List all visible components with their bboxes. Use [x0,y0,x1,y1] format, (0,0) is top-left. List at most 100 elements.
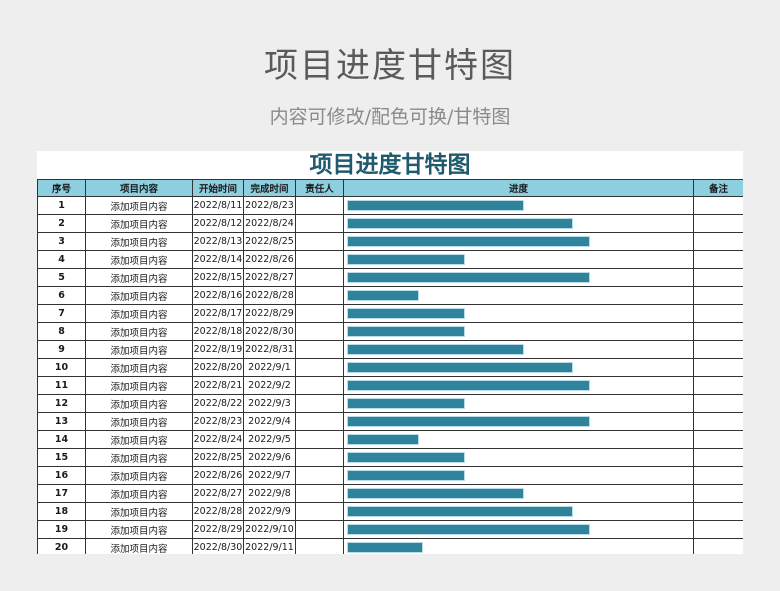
cell-owner[interactable] [295,250,344,269]
cell-owner[interactable] [295,322,344,341]
cell-end-date[interactable]: 2022/8/28 [243,286,296,305]
cell-start-date[interactable]: 2022/8/22 [192,394,244,413]
cell-no[interactable]: 1 [37,196,86,215]
cell-content[interactable]: 添加项目内容 [85,466,193,485]
cell-no[interactable]: 4 [37,250,86,269]
cell-progress[interactable] [343,358,694,377]
cell-no[interactable]: 5 [37,268,86,287]
cell-start-date[interactable]: 2022/8/25 [192,448,244,467]
cell-content[interactable]: 添加项目内容 [85,196,193,215]
cell-owner[interactable] [295,214,344,233]
cell-owner[interactable] [295,520,344,539]
cell-note[interactable] [693,268,743,287]
cell-note[interactable] [693,340,743,359]
cell-content[interactable]: 添加项目内容 [85,304,193,323]
cell-progress[interactable] [343,376,694,395]
cell-note[interactable] [693,358,743,377]
cell-progress[interactable] [343,340,694,359]
cell-note[interactable] [693,286,743,305]
cell-note[interactable] [693,484,743,503]
cell-owner[interactable] [295,304,344,323]
cell-no[interactable]: 8 [37,322,86,341]
cell-content[interactable]: 添加项目内容 [85,502,193,521]
cell-progress[interactable] [343,502,694,521]
cell-no[interactable]: 14 [37,430,86,449]
cell-end-date[interactable]: 2022/9/11 [243,538,296,554]
cell-note[interactable] [693,214,743,233]
cell-start-date[interactable]: 2022/8/14 [192,250,244,269]
cell-progress[interactable] [343,412,694,431]
cell-progress[interactable] [343,484,694,503]
cell-note[interactable] [693,196,743,215]
cell-progress[interactable] [343,322,694,341]
cell-end-date[interactable]: 2022/8/25 [243,232,296,251]
cell-end-date[interactable]: 2022/9/1 [243,358,296,377]
cell-end-date[interactable]: 2022/8/30 [243,322,296,341]
cell-progress[interactable] [343,538,694,554]
cell-owner[interactable] [295,412,344,431]
cell-no[interactable]: 16 [37,466,86,485]
cell-owner[interactable] [295,340,344,359]
cell-owner[interactable] [295,376,344,395]
cell-no[interactable]: 3 [37,232,86,251]
cell-end-date[interactable]: 2022/9/8 [243,484,296,503]
cell-end-date[interactable]: 2022/9/4 [243,412,296,431]
cell-content[interactable]: 添加项目内容 [85,250,193,269]
cell-note[interactable] [693,430,743,449]
cell-note[interactable] [693,412,743,431]
cell-no[interactable]: 15 [37,448,86,467]
cell-owner[interactable] [295,430,344,449]
cell-no[interactable]: 13 [37,412,86,431]
cell-start-date[interactable]: 2022/8/12 [192,214,244,233]
cell-progress[interactable] [343,430,694,449]
cell-end-date[interactable]: 2022/9/5 [243,430,296,449]
cell-note[interactable] [693,322,743,341]
cell-progress[interactable] [343,304,694,323]
cell-progress[interactable] [343,268,694,287]
cell-end-date[interactable]: 2022/8/31 [243,340,296,359]
cell-start-date[interactable]: 2022/8/11 [192,196,244,215]
cell-start-date[interactable]: 2022/8/27 [192,484,244,503]
cell-end-date[interactable]: 2022/9/3 [243,394,296,413]
cell-end-date[interactable]: 2022/8/23 [243,196,296,215]
cell-start-date[interactable]: 2022/8/18 [192,322,244,341]
cell-no[interactable]: 18 [37,502,86,521]
cell-owner[interactable] [295,286,344,305]
cell-owner[interactable] [295,538,344,554]
cell-content[interactable]: 添加项目内容 [85,394,193,413]
cell-end-date[interactable]: 2022/8/29 [243,304,296,323]
cell-no[interactable]: 17 [37,484,86,503]
cell-content[interactable]: 添加项目内容 [85,286,193,305]
cell-end-date[interactable]: 2022/9/7 [243,466,296,485]
cell-progress[interactable] [343,466,694,485]
cell-note[interactable] [693,232,743,251]
cell-progress[interactable] [343,214,694,233]
cell-end-date[interactable]: 2022/9/2 [243,376,296,395]
cell-start-date[interactable]: 2022/8/29 [192,520,244,539]
cell-progress[interactable] [343,286,694,305]
cell-content[interactable]: 添加项目内容 [85,232,193,251]
cell-start-date[interactable]: 2022/8/30 [192,538,244,554]
cell-content[interactable]: 添加项目内容 [85,538,193,554]
cell-start-date[interactable]: 2022/8/24 [192,430,244,449]
cell-no[interactable]: 7 [37,304,86,323]
cell-progress[interactable] [343,196,694,215]
cell-progress[interactable] [343,394,694,413]
cell-start-date[interactable]: 2022/8/28 [192,502,244,521]
cell-start-date[interactable]: 2022/8/16 [192,286,244,305]
cell-owner[interactable] [295,484,344,503]
cell-owner[interactable] [295,196,344,215]
cell-content[interactable]: 添加项目内容 [85,376,193,395]
cell-owner[interactable] [295,466,344,485]
cell-owner[interactable] [295,232,344,251]
cell-no[interactable]: 20 [37,538,86,554]
cell-content[interactable]: 添加项目内容 [85,214,193,233]
cell-progress[interactable] [343,250,694,269]
cell-progress[interactable] [343,520,694,539]
cell-end-date[interactable]: 2022/8/27 [243,268,296,287]
cell-content[interactable]: 添加项目内容 [85,412,193,431]
cell-end-date[interactable]: 2022/9/10 [243,520,296,539]
cell-start-date[interactable]: 2022/8/15 [192,268,244,287]
cell-content[interactable]: 添加项目内容 [85,340,193,359]
cell-end-date[interactable]: 2022/9/6 [243,448,296,467]
